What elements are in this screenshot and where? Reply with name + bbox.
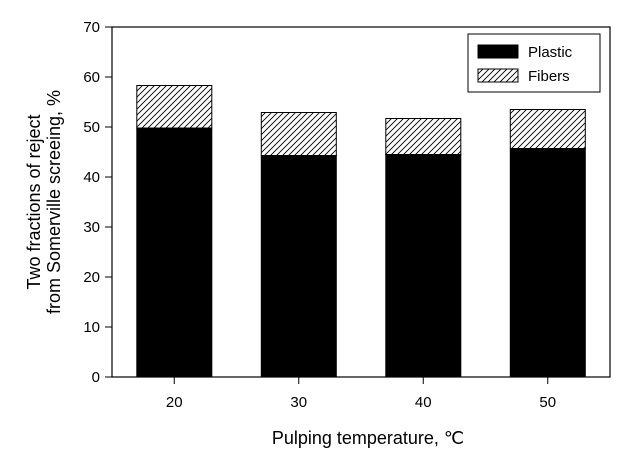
legend-label-plastic: Plastic [528,44,573,61]
legend-swatch-fibers [477,68,519,83]
bar-fibers-30 [260,112,337,156]
plot-frame [111,26,611,378]
y-tick-label-30: 30 [83,219,100,236]
x-tick-label-30: 30 [290,394,307,411]
bar-plastic-40 [385,154,462,378]
x-tick-label-40: 40 [415,394,432,411]
x-tick-label-20: 20 [166,394,183,411]
x-axis-title: Pulping temperature, ℃ [272,428,464,448]
y-axis-title-line-2: from Somerville screeing, % [44,90,64,314]
y-tick-label-60: 60 [83,69,100,86]
y-axis-title: Two fractions of reject from Somerville … [24,90,64,314]
legend: Plastic Fibers [467,33,601,93]
bar-fibers-50 [509,109,586,149]
y-tick-label-40: 40 [83,169,100,186]
y-tick-label-0: 0 [92,369,100,386]
legend-swatch-plastic [477,44,519,59]
x-axis: 20 30 40 50 [166,377,556,411]
bar-fibers-20 [136,85,213,129]
y-axis: 0 10 20 30 40 50 60 70 [83,19,112,386]
y-tick-label-10: 10 [83,319,100,336]
bar-plastic-30 [260,155,337,378]
y-tick-label-70: 70 [83,19,100,36]
bar-plastic-50 [509,148,586,378]
legend-frame [467,33,601,93]
y-axis-title-line-1: Two fractions of reject [24,114,44,289]
y-tick-label-20: 20 [83,269,100,286]
x-tick-label-50: 50 [539,394,556,411]
y-tick-label-50: 50 [83,119,100,136]
legend-label-fibers: Fibers [528,68,570,85]
bar-plastic-20 [136,127,213,378]
bars-layer [136,85,586,378]
bar-fibers-40 [385,118,462,155]
